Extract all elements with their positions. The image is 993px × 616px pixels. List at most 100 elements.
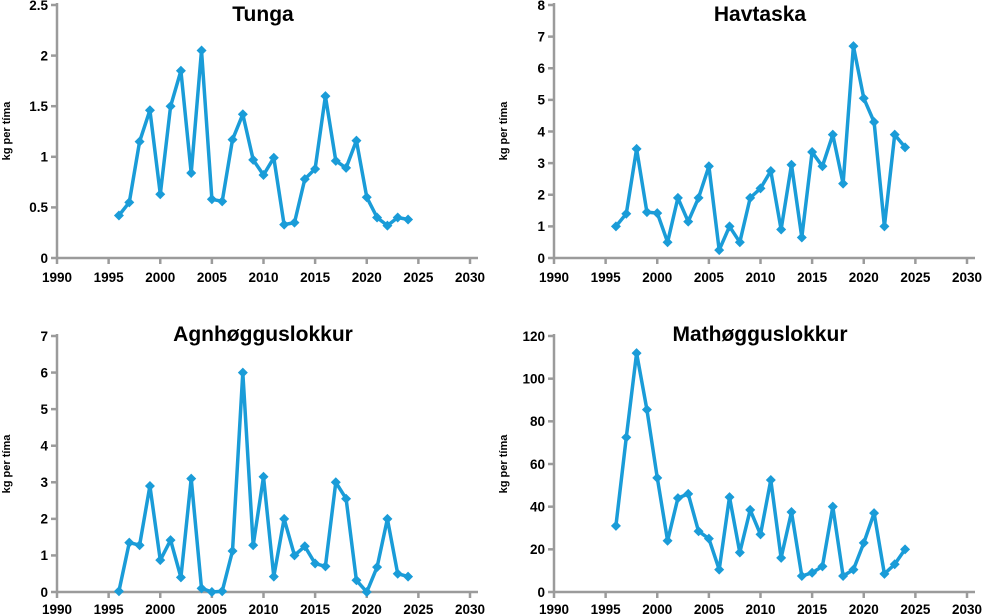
x-tick-label: 2025 (403, 602, 434, 616)
y-tick-label: 3 (40, 475, 48, 490)
data-point-marker (186, 473, 197, 484)
y-tick-label: 60 (530, 457, 545, 472)
y-axis-label-havtaska: kg per tíma (498, 101, 510, 161)
data-point-marker (703, 161, 714, 172)
data-point-marker (320, 91, 331, 102)
data-point-marker (196, 583, 207, 594)
data-point-marker (372, 212, 383, 223)
data-point-marker (237, 367, 248, 378)
x-tick-label: 1995 (591, 602, 622, 616)
series-line (614, 44, 907, 252)
data-point-marker (641, 404, 652, 415)
data-point-marker (714, 564, 725, 575)
x-tick-label: 2000 (145, 270, 175, 285)
data-point-marker (672, 493, 683, 504)
data-point-marker (144, 105, 155, 116)
data-point-marker (724, 221, 735, 232)
data-point-marker (206, 587, 217, 597)
data-point-marker (268, 571, 279, 582)
data-point-marker (662, 237, 673, 248)
x-tick-label: 2020 (849, 602, 879, 616)
data-point-marker (361, 192, 372, 203)
data-point-marker (786, 159, 797, 170)
data-point-marker (900, 142, 911, 153)
y-tick-label: 0.5 (29, 200, 48, 215)
data-point-marker (330, 477, 341, 488)
chart-title-havtaska: Havtaska (714, 3, 807, 26)
data-point-marker (621, 208, 632, 219)
data-point-marker (217, 586, 228, 597)
data-point-marker (351, 135, 362, 146)
data-point-marker (745, 504, 756, 515)
x-tick-label: 2010 (745, 270, 775, 285)
data-point-marker (155, 555, 166, 566)
y-tick-label: 4 (40, 439, 48, 454)
data-point-marker (693, 192, 704, 203)
y-tick-label: 6 (40, 365, 48, 380)
y-axis-label-tunga: kg per tíma (1, 101, 13, 161)
data-point-marker (879, 568, 890, 579)
data-point-marker (610, 520, 621, 531)
data-point-marker (879, 221, 890, 232)
y-tick-label: 2 (537, 188, 545, 203)
y-tick-label: 0 (537, 251, 545, 266)
data-point-marker (610, 221, 621, 232)
data-point-marker (796, 571, 807, 581)
data-point-marker (392, 212, 403, 223)
data-point-marker (869, 117, 880, 128)
data-point-marker (848, 564, 859, 575)
data-point-marker (869, 508, 880, 519)
data-point-marker (330, 155, 341, 166)
data-point-marker (134, 136, 145, 147)
x-tick-label: 1995 (94, 270, 125, 285)
x-tick-label: 1990 (42, 602, 72, 616)
data-point-marker (341, 493, 352, 504)
y-tick-label: 3 (537, 156, 545, 171)
data-point-marker (724, 492, 735, 503)
x-tick-label: 2015 (797, 270, 828, 285)
data-point-marker (755, 183, 766, 194)
x-tick-label: 2025 (403, 270, 434, 285)
havtaska-canvas: 1990 1995 2000 2005 2010 2015 2020 2025 2030 0 1 2 3… (498, 0, 982, 285)
data-point-marker (258, 170, 269, 181)
data-point-marker (889, 559, 900, 570)
x-tick-label: 1995 (591, 270, 622, 285)
data-point-marker (113, 210, 124, 221)
data-point-marker (144, 480, 155, 491)
data-point-marker (382, 220, 393, 231)
data-point-marker (838, 571, 849, 581)
data-point-marker (289, 217, 300, 228)
y-tick-label: 0 (40, 585, 48, 600)
chart-mathoegguslokkur: 1990 1995 2000 2005 2010 2015 2020 2025 2030 0 20 4… (497, 308, 993, 616)
y-tick-label: 2 (40, 48, 48, 63)
data-point-marker (289, 550, 300, 561)
x-tick-label: 2000 (642, 270, 672, 285)
x-tick-label: 2030 (455, 602, 485, 616)
x-tick-label: 2010 (248, 602, 278, 616)
chart-title-tunga: Tunga (232, 3, 294, 26)
x-tick-label: 2015 (300, 270, 331, 285)
x-tick-label: 2000 (642, 602, 672, 616)
data-point-marker (175, 65, 186, 76)
data-point-marker (299, 541, 310, 552)
data-point-marker (299, 174, 310, 185)
data-point-marker (755, 529, 766, 540)
data-point-marker (310, 558, 321, 569)
y-tick-label: 2 (40, 512, 48, 527)
data-point-marker (827, 129, 838, 140)
chart-tunga: 1990 1995 2000 2005 2010 2015 2020 2025 2030 0 0.5… (0, 0, 497, 308)
y-tick-label: 8 (537, 0, 545, 13)
x-tick-label: 1995 (94, 602, 125, 616)
data-point-marker (268, 152, 279, 163)
data-point-marker (858, 537, 869, 548)
data-point-marker (310, 163, 321, 174)
y-tick-label: 5 (40, 402, 48, 417)
data-point-marker (113, 586, 124, 597)
tunga-canvas: 1990 1995 2000 2005 2010 2015 2020 2025 2030 0 0.5… (1, 0, 485, 285)
mathoegguslokkur-canvas: 1990 1995 2000 2005 2010 2015 2020 2025 2030 0 20 4… (498, 323, 982, 616)
data-point-marker (714, 245, 725, 256)
agnhoegguslokkur-plot: 1990 1995 2000 2005 2010 2015 2020 2025 2030 0 1 2 3… (40, 329, 485, 616)
data-point-marker (734, 547, 745, 558)
data-point-marker (631, 143, 642, 154)
data-point-marker (631, 348, 642, 359)
